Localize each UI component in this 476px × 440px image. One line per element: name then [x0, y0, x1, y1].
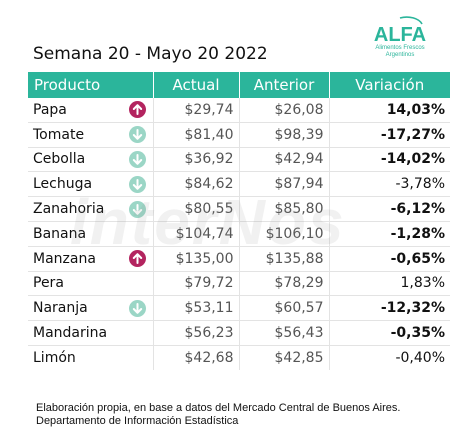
- product-cell: Papa: [28, 98, 153, 122]
- change-cell: -12,32%: [328, 295, 450, 321]
- previous-price-cell: $42,85: [238, 344, 329, 370]
- previous-price-cell: $56,43: [238, 320, 329, 346]
- product-name: Naranja: [33, 300, 88, 317]
- header-previous: Anterior: [238, 72, 329, 98]
- current-price-cell: $135,00: [152, 245, 239, 272]
- logo-subtitle-line1: Alimentos Frescos: [375, 45, 425, 51]
- previous-price-cell: $106,10: [238, 220, 329, 247]
- product-name: Mandarina: [33, 325, 108, 342]
- alfa-logo-wordmark-icon: ALFA: [374, 16, 426, 46]
- source-note-line2: Departamento de Información Estadística: [36, 415, 239, 427]
- previous-price-cell: $42,94: [238, 146, 329, 172]
- current-price-cell: $80,55: [152, 196, 239, 222]
- logo-subtitle-line2: Argentinos: [385, 52, 415, 58]
- product-cell: Zanahoria: [28, 196, 153, 222]
- change-cell: -3,78%: [328, 171, 450, 197]
- header-current: Actual: [152, 72, 239, 98]
- previous-price-cell: $26,08: [238, 98, 329, 123]
- table-row: Zanahoria $80,55 $85,80 -6,12%: [28, 196, 450, 222]
- arrow-down-circle-icon: [128, 126, 146, 144]
- product-cell: Limón: [28, 344, 153, 370]
- header-product: Producto: [28, 72, 153, 98]
- product-name: Limón: [33, 349, 76, 366]
- product-cell: Lechuga: [28, 171, 153, 197]
- table-row: Naranja $53,11 $60,57 -12,32%: [28, 295, 450, 321]
- table-row: Limón $42,68 $42,85 -0,40%: [28, 344, 450, 370]
- current-price-cell: $53,11: [152, 295, 239, 321]
- current-price-cell: $79,72: [152, 270, 239, 296]
- product-cell: Mandarina: [28, 320, 153, 346]
- product-name: Lechuga: [33, 176, 93, 193]
- change-cell: 1,83%: [328, 270, 450, 296]
- product-name: Cebolla: [33, 151, 86, 168]
- change-cell: -0,40%: [328, 344, 450, 370]
- product-name: Tomate: [33, 126, 85, 143]
- table-row: Mandarina $56,23 $56,43 -0,35%: [28, 320, 450, 346]
- header-change: Variación: [328, 72, 450, 98]
- product-cell: Banana: [28, 220, 153, 247]
- change-cell: -17,27%: [328, 121, 450, 148]
- current-price-cell: $56,23: [152, 320, 239, 346]
- previous-price-cell: $85,80: [238, 196, 329, 222]
- product-name: Banana: [33, 225, 87, 242]
- current-price-cell: $36,92: [152, 146, 239, 172]
- arrow-down-circle-icon: [128, 150, 146, 168]
- product-cell: Naranja: [28, 295, 153, 321]
- previous-price-cell: $135,88: [238, 245, 329, 272]
- table-row: Manzana $135,00 $135,88 -0,65%: [28, 245, 450, 272]
- previous-price-cell: $98,39: [238, 121, 329, 148]
- table-row: Lechuga $84,62 $87,94 -3,78%: [28, 171, 450, 197]
- change-cell: -1,28%: [328, 220, 450, 247]
- current-price-cell: $81,40: [152, 121, 239, 148]
- arrow-up-circle-icon: [128, 250, 146, 268]
- current-price-cell: $84,62: [152, 171, 239, 197]
- arrow-down-circle-icon: [128, 299, 146, 317]
- table-row: Papa $29,74 $26,08 14,03%: [28, 98, 450, 123]
- table-row: Tomate $81,40 $98,39 -17,27%: [28, 121, 450, 148]
- change-cell: -0,65%: [328, 245, 450, 272]
- product-cell: Pera: [28, 270, 153, 296]
- current-price-cell: $104,74: [152, 220, 239, 247]
- product-name: Manzana: [33, 250, 96, 267]
- previous-price-cell: $60,57: [238, 295, 329, 321]
- svg-text:ALFA: ALFA: [374, 24, 426, 46]
- arrow-down-circle-icon: [128, 200, 146, 218]
- product-name: Papa: [33, 101, 67, 118]
- product-cell: Cebolla: [28, 146, 153, 172]
- table-row: Banana $104,74 $106,10 -1,28%: [28, 220, 450, 247]
- product-name: Zanahoria: [33, 201, 105, 218]
- current-price-cell: $42,68: [152, 344, 239, 370]
- change-cell: -0,35%: [328, 320, 450, 346]
- change-cell: 14,03%: [328, 98, 450, 123]
- source-note: Elaboración propia, en base a datos del …: [36, 402, 400, 428]
- product-cell: Tomate: [28, 121, 153, 148]
- arrow-up-circle-icon: [128, 101, 146, 119]
- change-cell: -14,02%: [328, 146, 450, 172]
- product-cell: Manzana: [28, 245, 153, 272]
- change-cell: -6,12%: [328, 196, 450, 222]
- product-name: Pera: [33, 275, 64, 292]
- source-note-line1: Elaboración propia, en base a datos del …: [36, 402, 401, 414]
- page-title: Semana 20 - Mayo 20 2022: [33, 44, 268, 64]
- arrow-down-circle-icon: [128, 175, 146, 193]
- previous-price-cell: $87,94: [238, 171, 329, 197]
- table-row: Pera $79,72 $78,29 1,83%: [28, 270, 450, 296]
- price-table: Producto Actual Anterior Variación Papa $…: [28, 72, 450, 370]
- previous-price-cell: $78,29: [238, 270, 329, 296]
- table-header-row: Producto Actual Anterior Variación: [28, 72, 450, 98]
- alfa-logo: ALFA Alimentos Frescos Argentinos: [360, 14, 440, 74]
- current-price-cell: $29,74: [152, 98, 239, 123]
- table-row: Cebolla $36,92 $42,94 -14,02%: [28, 146, 450, 172]
